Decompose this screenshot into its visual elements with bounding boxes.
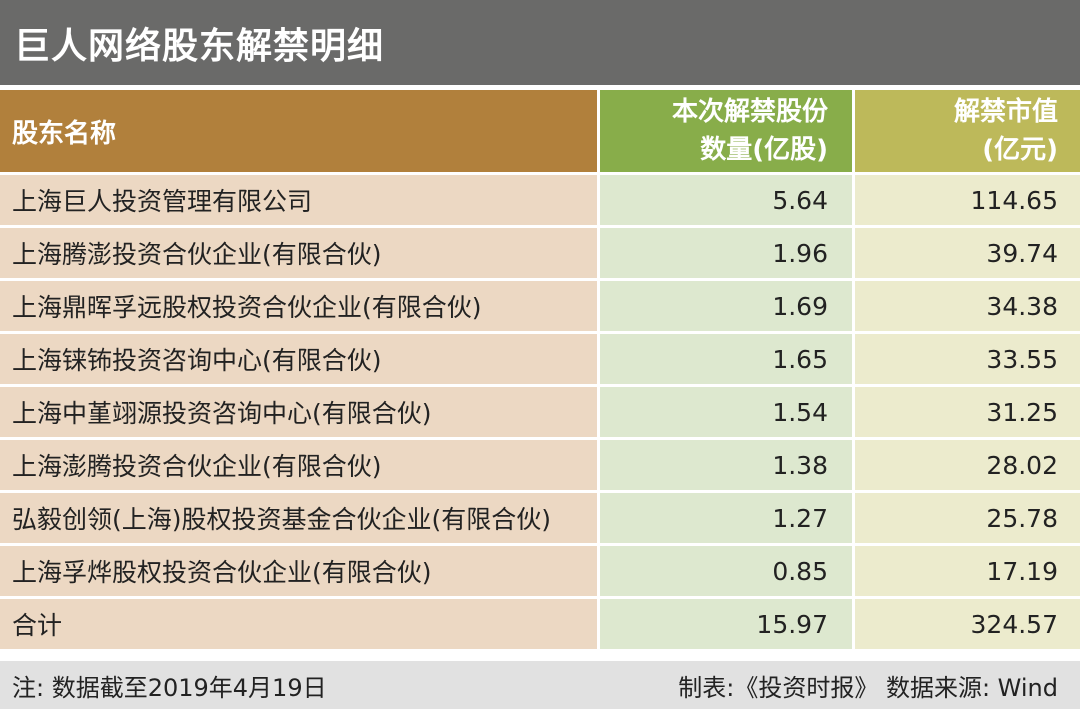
cell-unlock-shares: 1.27 — [600, 493, 852, 543]
table-row: 合计 15.97 324.57 — [0, 599, 1080, 649]
cell-unlock-value: 28.02 — [855, 440, 1080, 490]
title-bar: 巨人网络股东解禁明细 — [0, 0, 1080, 85]
header-value: 解禁市值 (亿元) — [855, 90, 1080, 172]
header-shares-line1: 本次解禁股份 — [671, 97, 828, 127]
cell-unlock-value: 34.38 — [855, 281, 1080, 331]
cell-shareholder-name: 合计 — [0, 599, 597, 649]
cell-shareholder-name: 弘毅创领(上海)股权投资基金合伙企业(有限合伙) — [0, 493, 597, 543]
table-row: 上海澎腾投资合伙企业(有限合伙) 1.38 28.02 — [0, 440, 1080, 490]
cell-unlock-shares: 1.38 — [600, 440, 852, 490]
header-shares-line2: 数量(亿股) — [700, 135, 828, 165]
table-row: 上海铼钸投资咨询中心(有限合伙) 1.65 33.55 — [0, 334, 1080, 384]
cell-unlock-value: 17.19 — [855, 546, 1080, 596]
table-row: 上海中堇翊源投资咨询中心(有限合伙) 1.54 31.25 — [0, 387, 1080, 437]
cell-unlock-shares: 15.97 — [600, 599, 852, 649]
cell-unlock-shares: 1.96 — [600, 228, 852, 278]
cell-unlock-value: 33.55 — [855, 334, 1080, 384]
cell-shareholder-name: 上海铼钸投资咨询中心(有限合伙) — [0, 334, 597, 384]
cell-shareholder-name: 上海中堇翊源投资咨询中心(有限合伙) — [0, 387, 597, 437]
table-header-row: 股东名称 本次解禁股份 数量(亿股) 解禁市值 (亿元) — [0, 90, 1080, 172]
cell-unlock-value: 39.74 — [855, 228, 1080, 278]
table-row: 上海孚烨股权投资合伙企业(有限合伙) 0.85 17.19 — [0, 546, 1080, 596]
cell-unlock-shares: 1.65 — [600, 334, 852, 384]
table-row: 上海巨人投资管理有限公司 5.64 114.65 — [0, 175, 1080, 225]
footer: 注: 数据截至2019年4月19日 制表:《投资时报》 数据来源: Wind — [0, 661, 1080, 709]
cell-shareholder-name: 上海鼎晖孚远股权投资合伙企业(有限合伙) — [0, 281, 597, 331]
table-row: 上海鼎晖孚远股权投资合伙企业(有限合伙) 1.69 34.38 — [0, 281, 1080, 331]
page-title: 巨人网络股东解禁明细 — [14, 25, 385, 67]
footer-note: 注: 数据截至2019年4月19日 — [12, 673, 327, 702]
cell-shareholder-name: 上海巨人投资管理有限公司 — [0, 175, 597, 225]
cell-unlock-value: 31.25 — [855, 387, 1080, 437]
header-value-line1: 解禁市值 — [953, 97, 1058, 127]
cell-unlock-shares: 0.85 — [600, 546, 852, 596]
cell-unlock-shares: 5.64 — [600, 175, 852, 225]
cell-unlock-value: 114.65 — [855, 175, 1080, 225]
cell-unlock-value: 25.78 — [855, 493, 1080, 543]
unlock-table: 股东名称 本次解禁股份 数量(亿股) 解禁市值 (亿元) 上海巨人投资管理有限公… — [0, 90, 1080, 649]
table-row: 弘毅创领(上海)股权投资基金合伙企业(有限合伙) 1.27 25.78 — [0, 493, 1080, 543]
cell-shareholder-name: 上海澎腾投资合伙企业(有限合伙) — [0, 440, 597, 490]
cell-shareholder-name: 上海腾澎投资合伙企业(有限合伙) — [0, 228, 597, 278]
cell-unlock-shares: 1.69 — [600, 281, 852, 331]
header-shareholder: 股东名称 — [0, 90, 597, 172]
table-body: 上海巨人投资管理有限公司 5.64 114.65 上海腾澎投资合伙企业(有限合伙) 1.… — [0, 175, 1080, 649]
footer-source: 制表:《投资时报》 数据来源: Wind — [678, 673, 1058, 702]
cell-unlock-value: 324.57 — [855, 599, 1080, 649]
header-shares: 本次解禁股份 数量(亿股) — [600, 90, 852, 172]
table-row: 上海腾澎投资合伙企业(有限合伙) 1.96 39.74 — [0, 228, 1080, 278]
cell-unlock-shares: 1.54 — [600, 387, 852, 437]
header-value-line2: (亿元) — [982, 135, 1058, 165]
cell-shareholder-name: 上海孚烨股权投资合伙企业(有限合伙) — [0, 546, 597, 596]
